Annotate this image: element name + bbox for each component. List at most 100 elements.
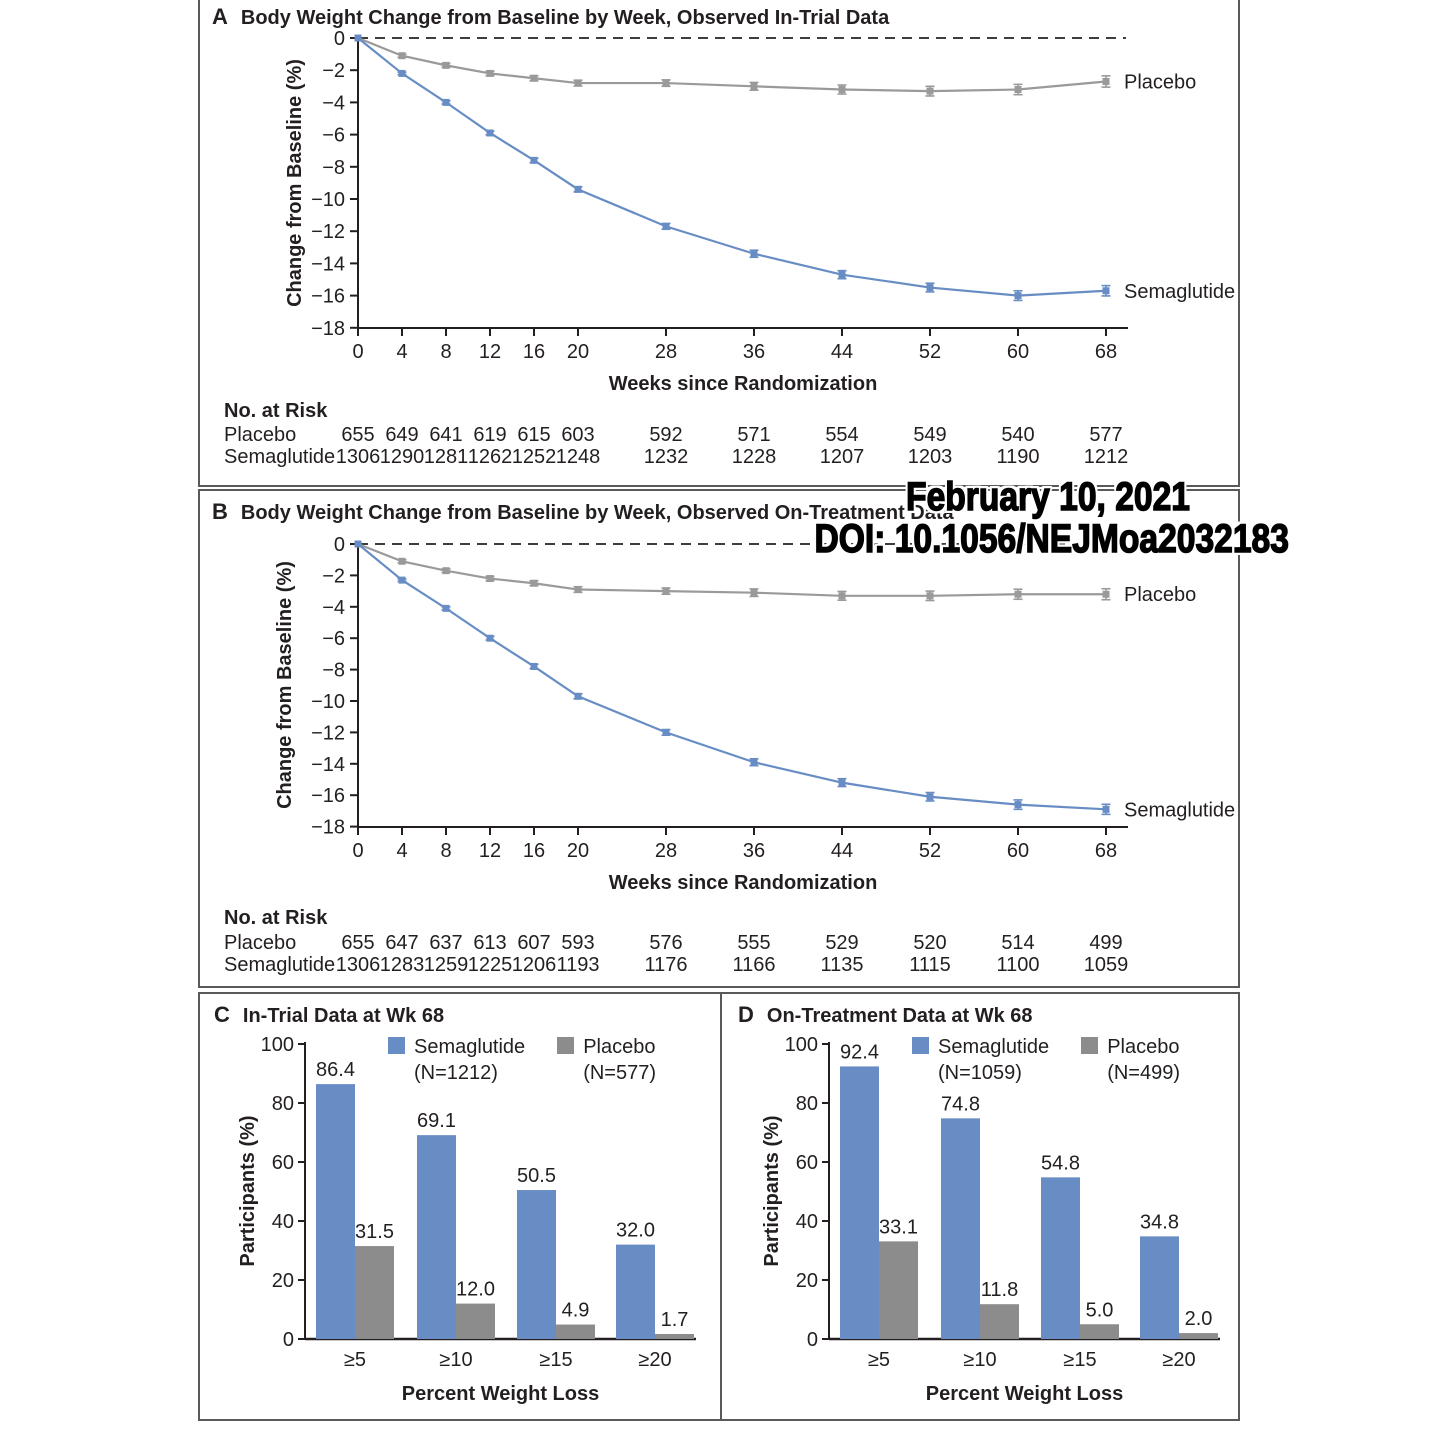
panel-c-letter: C: [214, 1002, 230, 1027]
y-tick-label: −12: [311, 221, 345, 243]
no-at-risk-value: 1281: [424, 446, 469, 468]
category-label: ≥10: [963, 1349, 996, 1371]
no-at-risk-value: 1228: [732, 446, 777, 468]
y-tick-label: −4: [322, 597, 345, 619]
x-tick-label: 68: [1095, 341, 1117, 363]
x-axis-title: Percent Weight Loss: [402, 1383, 599, 1405]
semaglutide-marker: [574, 185, 582, 193]
semaglutide-marker: [530, 156, 538, 164]
placebo-marker: [442, 61, 450, 69]
no-at-risk-value: 1100: [996, 954, 1039, 976]
legend-placebo-n: (N=577): [583, 1062, 656, 1084]
x-tick-label: 16: [523, 840, 545, 862]
panel-a: A Body Weight Change from Baseline by We…: [198, 0, 1240, 487]
y-tick-label: 100: [261, 1034, 294, 1056]
legend-semaglutide-n: (N=1059): [938, 1062, 1022, 1084]
placebo-marker: [926, 592, 934, 600]
category-label: ≥5: [868, 1349, 890, 1371]
no-at-risk-header: No. at Risk: [224, 400, 328, 422]
legend-item-semaglutide: Semaglutide (N=1059): [912, 1034, 1049, 1086]
no-at-risk-value: 1176: [644, 954, 687, 976]
semaglutide-marker: [442, 604, 450, 612]
no-at-risk-value: 1206: [512, 954, 557, 976]
placebo-series-label: Placebo: [1124, 584, 1196, 606]
placebo-marker: [1102, 590, 1110, 598]
semaglutide-bar-value: 50.5: [517, 1165, 556, 1187]
no-at-risk-value: 1212: [1084, 446, 1129, 468]
x-tick-label: 60: [1007, 341, 1029, 363]
semaglutide-marker: [354, 540, 362, 548]
y-tick-label: −6: [322, 628, 345, 650]
x-tick-label: 8: [440, 341, 451, 363]
y-tick-label: −18: [311, 817, 345, 839]
x-tick-label: 36: [743, 840, 765, 862]
y-tick-label: 0: [283, 1329, 294, 1351]
semaglutide-swatch-icon: [388, 1037, 405, 1054]
semaglutide-swatch-icon: [912, 1037, 929, 1054]
no-at-risk-value: 615: [517, 424, 550, 446]
panel-c: C In-Trial Data at Wk 68 Participants (%…: [200, 994, 720, 1419]
y-tick-label: 100: [785, 1034, 818, 1056]
legend-item-semaglutide: Semaglutide (N=1212): [388, 1034, 525, 1086]
panel-c-chart: 0 20 40 60 80 100 86.4 31.5 ≥5 69.1 12.0 ≥10 50.5 4.9…: [261, 1034, 696, 1405]
y-tick-label: 60: [796, 1152, 818, 1174]
y-tick-label: −8: [322, 660, 345, 682]
no-at-risk-value: 647: [385, 932, 418, 954]
placebo-bar-value: 5.0: [1086, 1299, 1114, 1321]
x-tick-label: 12: [479, 840, 501, 862]
no-at-risk-value: 520: [913, 932, 946, 954]
y-tick-label: 40: [796, 1211, 818, 1233]
placebo-marker: [486, 69, 494, 77]
placebo-bar-value: 31.5: [355, 1221, 394, 1243]
category-label: ≥10: [439, 1349, 472, 1371]
semaglutide-series-label: Semaglutide: [1124, 281, 1235, 303]
no-at-risk-value: 1252: [512, 446, 557, 468]
placebo-marker: [574, 586, 582, 594]
placebo-bar-value: 2.0: [1185, 1308, 1213, 1330]
legend-semaglutide-name: Semaglutide: [938, 1036, 1050, 1058]
x-axis-title: Weeks since Randomization: [609, 872, 878, 894]
y-tick-label: −12: [311, 722, 345, 744]
placebo-marker: [398, 52, 406, 60]
semaglutide-marker: [398, 69, 406, 77]
placebo-marker: [1014, 590, 1022, 598]
panel-b-title-text: Body Weight Change from Baseline by Week…: [240, 502, 954, 524]
no-at-risk-row-label: Semaglutide: [224, 954, 335, 976]
y-tick-label: −16: [311, 785, 345, 807]
x-axis-title: Weeks since Randomization: [609, 373, 878, 395]
no-at-risk-header: No. at Risk: [224, 907, 328, 929]
semaglutide-marker: [398, 576, 406, 584]
category-label: ≥15: [1063, 1349, 1096, 1371]
x-tick-label: 28: [655, 840, 677, 862]
stamp-date: February 10, 2021: [905, 475, 1190, 519]
no-at-risk-value: 577: [1089, 424, 1122, 446]
y-tick-label: 60: [272, 1152, 294, 1174]
no-at-risk-value: 1248: [556, 446, 601, 468]
category-label: ≥20: [638, 1349, 671, 1371]
y-tick-label: 0: [334, 534, 345, 556]
no-at-risk-value: 1059: [1084, 954, 1129, 976]
semaglutide-bar-value: 54.8: [1041, 1152, 1080, 1174]
placebo-marker: [1014, 86, 1022, 94]
y-tick-label: 80: [272, 1093, 294, 1115]
placebo-marker: [750, 589, 758, 597]
no-at-risk-value: 576: [649, 932, 682, 954]
panel-d-title-text: On-Treatment Data at Wk 68: [766, 1005, 1033, 1027]
panel-c-legend: Semaglutide (N=1212) Placebo (N=577): [388, 1034, 656, 1086]
panel-b-letter: B: [212, 499, 228, 524]
x-tick-label: 0: [352, 341, 363, 363]
semaglutide-bar: [417, 1135, 456, 1339]
semaglutide-marker: [442, 98, 450, 106]
semaglutide-bar: [316, 1084, 355, 1339]
y-tick-label: −10: [311, 189, 345, 211]
no-at-risk-value: 1306: [336, 954, 381, 976]
legend-placebo-name: Placebo: [1107, 1036, 1180, 1058]
panel-cd-divider: [720, 994, 722, 1419]
panel-c-title: C In-Trial Data at Wk 68: [214, 1002, 444, 1028]
placebo-bar-value: 11.8: [981, 1279, 1018, 1301]
panel-b: B Body Weight Change from Baseline by We…: [198, 489, 1240, 988]
semaglutide-marker: [1102, 805, 1110, 813]
semaglutide-marker: [750, 250, 758, 258]
no-at-risk-value: 499: [1089, 932, 1122, 954]
semaglutide-marker: [926, 793, 934, 801]
